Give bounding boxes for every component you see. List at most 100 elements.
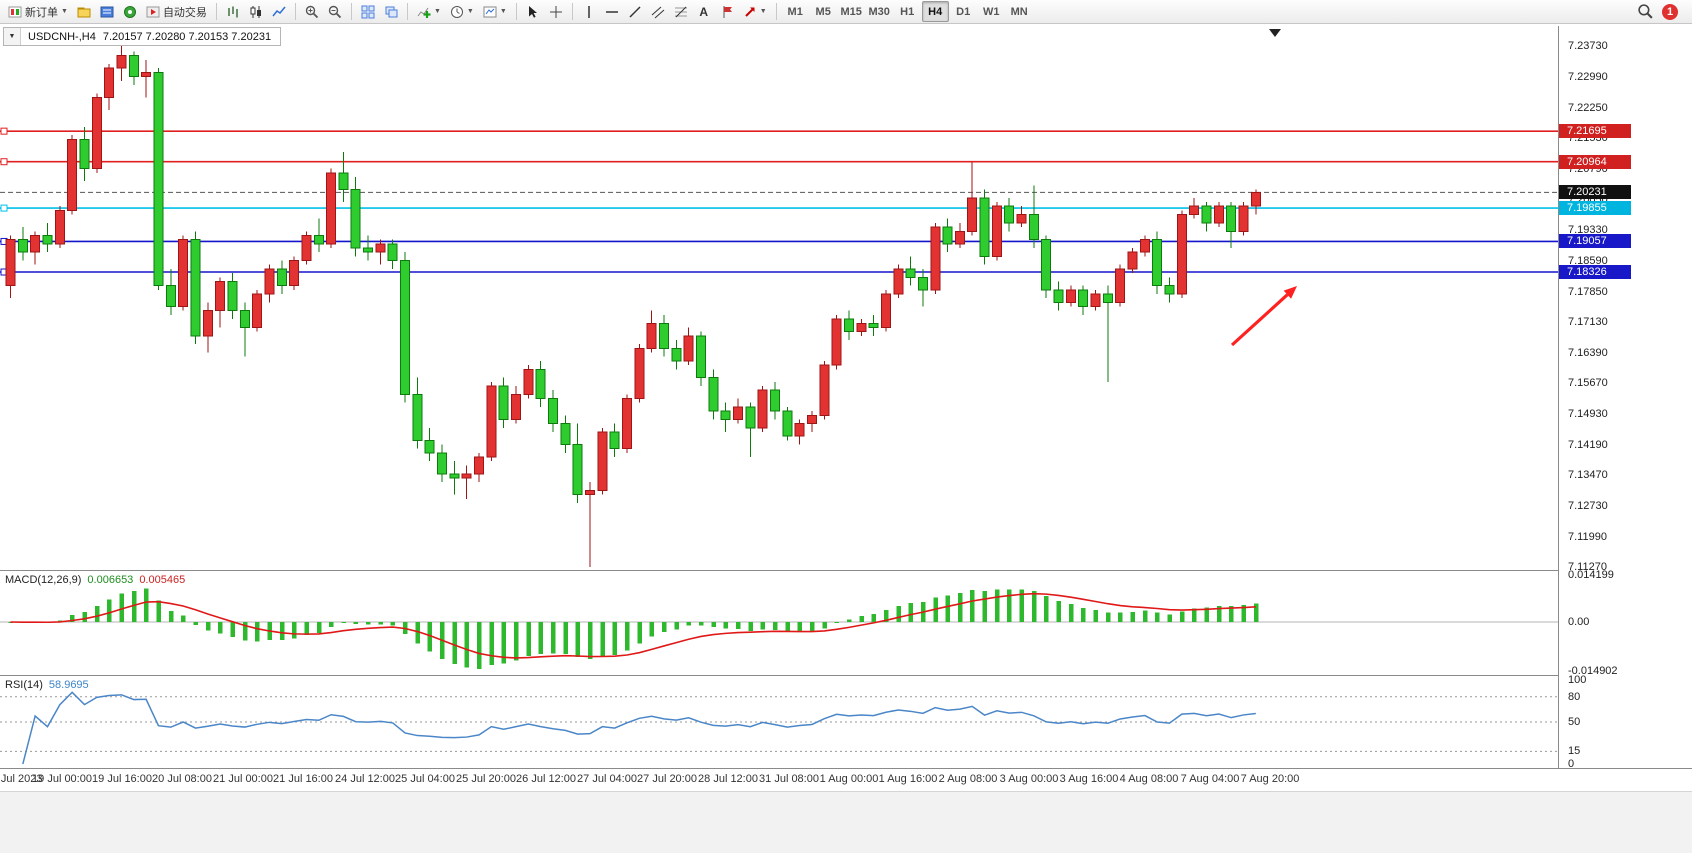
zoom-out-button[interactable]: [324, 1, 346, 22]
timeframe-m1-button[interactable]: M1: [782, 1, 809, 22]
label-tool-button[interactable]: [716, 1, 738, 22]
price-badge: 7.20964: [1559, 154, 1631, 169]
channel-tool-button[interactable]: [647, 1, 669, 22]
chevron-down-icon: ▼: [499, 8, 507, 15]
price-badge: 7.18326: [1559, 265, 1631, 279]
macd-signal-value: 0.005465: [139, 574, 186, 586]
zoom-out-icon: [328, 5, 342, 18]
line-chart-icon: [272, 6, 286, 16]
price-axis-label: 7.12730: [1568, 499, 1608, 512]
pane-divider[interactable]: [0, 675, 1692, 676]
one-click-collapse-button[interactable]: ▼: [4, 28, 21, 45]
time-axis-label: 19 Jul 16:00: [92, 773, 152, 785]
autotrading-button[interactable]: 自动交易: [142, 1, 211, 22]
time-axis-label: 20 Jul 08:00: [152, 773, 212, 785]
cascade-windows-button[interactable]: [380, 1, 402, 22]
hline-handle[interactable]: [0, 204, 8, 212]
fibonacci-tool-button[interactable]: [670, 1, 692, 22]
chart-title-box: ▼ USDCNH-,H4 7.20157 7.20280 7.20153 7.2…: [3, 27, 282, 46]
toolbar-separator: [515, 3, 517, 20]
price-axis-label: 7.22250: [1568, 101, 1608, 114]
notification-badge[interactable]: 1: [1662, 3, 1678, 20]
line-chart-button[interactable]: [268, 1, 290, 22]
chevron-down-icon: ▼: [61, 8, 68, 15]
profiles-button[interactable]: [73, 1, 95, 22]
zoom-in-button[interactable]: [301, 1, 323, 22]
toolbar-right-group: 1: [1637, 3, 1688, 20]
templates-button[interactable]: ▼: [479, 1, 511, 22]
bar-chart-button[interactable]: [222, 1, 244, 22]
toolbar-separator: [350, 3, 352, 20]
timeframe-m5-button[interactable]: M5: [810, 1, 837, 22]
toolbar-separator: [775, 3, 777, 20]
new-order-button[interactable]: 新订单 ▼: [4, 1, 72, 22]
macd-scale-bottom-label: -0.014902: [1568, 665, 1618, 677]
crosshair-icon: [549, 5, 562, 18]
price-badge: 7.20231: [1559, 185, 1631, 200]
price-axis-label: 7.17130: [1568, 316, 1608, 328]
chevron-down-icon: ▼: [759, 8, 767, 15]
scroll-to-end-marker[interactable]: [1269, 29, 1281, 37]
arrows-tool-button[interactable]: ▼: [739, 1, 771, 22]
candlestick-chart-icon: [250, 5, 261, 18]
navigator-button[interactable]: [119, 1, 141, 22]
profiles-icon: [77, 7, 91, 17]
trend-arrow-annotation[interactable]: [1230, 293, 1289, 347]
chart-symbol-period: USDCNH-,H4: [28, 30, 96, 43]
toolbar-separator: [215, 3, 217, 20]
timeframe-w1-button[interactable]: W1: [978, 1, 1005, 22]
timeframe-d1-button[interactable]: D1: [950, 1, 977, 22]
macd-scale-top-label: 0.014199: [1568, 569, 1614, 581]
horizontal-line-tool-button[interactable]: [601, 1, 623, 22]
macd-pane[interactable]: [0, 571, 1558, 675]
new-order-label: 新订单: [25, 6, 58, 19]
indicators-button[interactable]: ▼: [413, 1, 445, 22]
search-icon[interactable]: [1637, 3, 1654, 20]
terminal-button[interactable]: [96, 1, 118, 22]
pane-divider[interactable]: [0, 768, 1692, 769]
chevron-down-icon: ▼: [466, 8, 474, 15]
tile-windows-button[interactable]: [357, 1, 379, 22]
time-axis-label: 21 Jul 00:00: [213, 773, 273, 785]
trendline-tool-button[interactable]: [624, 1, 646, 22]
rsi-scale-label: 0: [1568, 758, 1575, 770]
timeframe-h4-button[interactable]: H4: [921, 1, 949, 22]
macd-signal-line: [10, 592, 1256, 659]
price-axis-label: 7.19330: [1568, 224, 1608, 237]
price-axis-label: 7.23730: [1568, 40, 1608, 53]
price-axis[interactable]: 0.014199 0.00 -0.014902 100 80 50 15 0 7…: [1558, 26, 1692, 770]
text-tool-button[interactable]: A: [693, 1, 715, 22]
time-axis-label: 25 Jul 20:00: [456, 773, 516, 785]
new-order-icon: [8, 6, 22, 17]
hline-handle[interactable]: [0, 158, 8, 166]
vertical-line-tool-button[interactable]: [578, 1, 600, 22]
rsi-pane[interactable]: [0, 676, 1558, 768]
timeframe-m30-button[interactable]: M30: [866, 1, 893, 22]
price-chart[interactable]: [0, 26, 1558, 570]
price-axis-label: 7.22990: [1568, 71, 1608, 83]
macd-main-value: 0.006653: [87, 574, 134, 586]
timeframe-m15-button[interactable]: M15: [838, 1, 865, 22]
timeframe-h1-button[interactable]: H1: [894, 1, 921, 22]
time-axis-label: 18 Jul 2023: [0, 773, 43, 785]
time-axis-label: 4 Aug 08:00: [1119, 773, 1179, 785]
pane-divider[interactable]: [0, 570, 1692, 571]
time-axis-label: 25 Jul 04:00: [395, 773, 455, 785]
terminal-icon: [100, 6, 114, 17]
rsi-scale-label: 15: [1568, 745, 1581, 757]
price-axis-label: 7.11270: [1568, 561, 1607, 574]
toolbar-separator: [294, 3, 296, 20]
candlestick-chart-button[interactable]: [245, 1, 267, 22]
horizontal-line-icon: [605, 10, 618, 13]
crosshair-tool-button[interactable]: [545, 1, 567, 22]
time-axis-label: 2 Aug 08:00: [938, 773, 998, 785]
timeframe-mn-button[interactable]: MN: [1006, 1, 1033, 22]
time-axis-label: 21 Jul 16:00: [273, 773, 333, 785]
price-axis-label: 7.18590: [1568, 254, 1608, 267]
price-axis-label: 7.14190: [1568, 438, 1608, 451]
cursor-tool-button[interactable]: [522, 1, 544, 22]
time-axis-label: 7 Aug 20:00: [1240, 773, 1300, 785]
hline-handle[interactable]: [0, 127, 8, 135]
periods-button[interactable]: ▼: [446, 1, 478, 22]
